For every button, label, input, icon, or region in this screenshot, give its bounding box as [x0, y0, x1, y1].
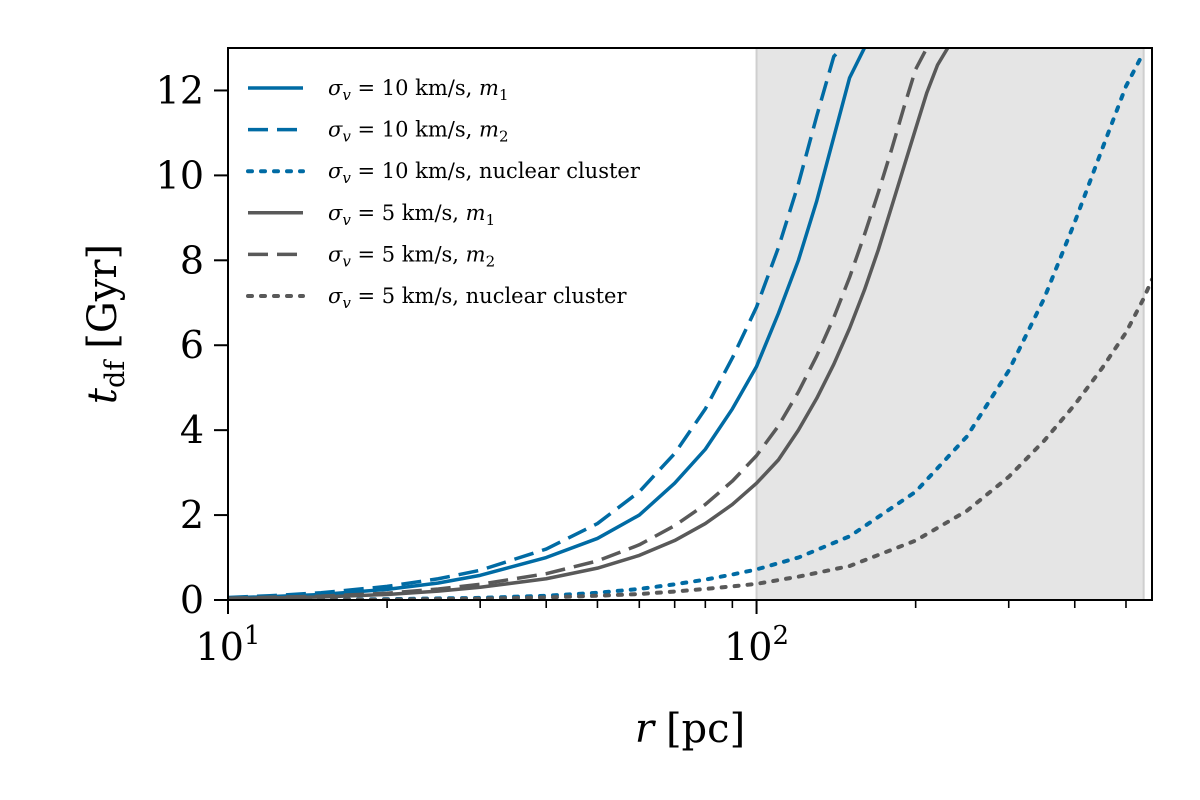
x-axis-symbol: r — [635, 706, 657, 752]
plot-frame — [227, 47, 1153, 601]
series-line-5 — [228, 48, 929, 600]
legend-label: σv = 10 km/s, nuclear cluster — [328, 159, 641, 187]
legend-label: σv = 10 km/s, m2 — [328, 118, 508, 146]
y-axis-label: tdf [Gyr] — [80, 244, 131, 404]
x-axis-ticks: 101 102 — [196, 600, 1127, 669]
y-tick-label: 4 — [180, 408, 204, 452]
series-line-2 — [228, 48, 844, 600]
legend-label: σv = 5 km/s, m1 — [328, 201, 495, 229]
series-layer — [228, 48, 1152, 600]
legend-item-5: σv = 5 km/s, m2 — [248, 242, 495, 270]
y-tick-label: 12 — [156, 68, 204, 112]
legend: σv = 10 km/s, m1 σv = 10 km/s, m2 σv = 10 … — [246, 76, 641, 312]
y-tick-label: 10 — [156, 153, 204, 197]
y-axis-unit: [Gyr] — [80, 244, 126, 349]
y-tick-label: 8 — [180, 238, 204, 282]
shaded-region-layer — [755, 48, 1145, 600]
series-line-4 — [228, 48, 950, 600]
y-tick-label: 0 — [180, 578, 204, 622]
legend-label: σv = 5 km/s, nuclear cluster — [328, 284, 627, 312]
y-axis-ticks: 0 2 4 6 8 10 12 — [156, 68, 228, 622]
legend-item-1: σv = 10 km/s, m1 — [248, 76, 508, 104]
x-axis-label: r [pc] — [635, 706, 745, 752]
legend-item-2: σv = 10 km/s, m2 — [248, 118, 508, 146]
y-tick-label: 2 — [180, 493, 204, 537]
x-tick-label: 101 — [196, 621, 261, 669]
series-line-1 — [228, 48, 866, 600]
series-line-6 — [228, 277, 1152, 600]
legend-label: σv = 10 km/s, m1 — [328, 76, 508, 104]
legend-item-6: σv = 5 km/s, nuclear cluster — [246, 284, 627, 312]
x-axis-unit: [pc] — [666, 706, 745, 752]
y-axis-subscript: df — [100, 359, 131, 388]
shaded-region — [755, 48, 1145, 600]
y-axis-symbol: t — [80, 387, 126, 404]
x-tick-label: 102 — [724, 621, 789, 669]
legend-item-4: σv = 5 km/s, m1 — [248, 201, 495, 229]
y-tick-label: 6 — [180, 323, 204, 367]
legend-label: σv = 5 km/s, m2 — [328, 242, 495, 270]
legend-item-3: σv = 10 km/s, nuclear cluster — [246, 159, 641, 187]
